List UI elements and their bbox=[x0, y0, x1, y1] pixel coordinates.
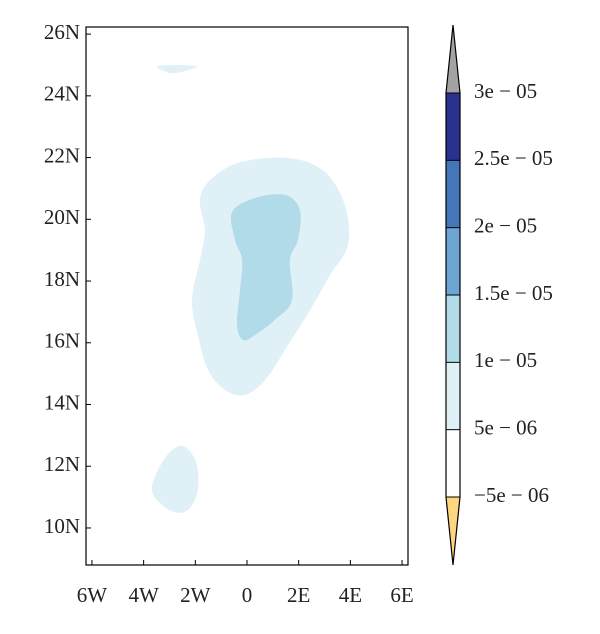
colorbar-tick-label: 5e − 06 bbox=[474, 415, 537, 439]
colorbar-band bbox=[446, 227, 460, 295]
colorbar-tick-label: 3e − 05 bbox=[474, 79, 537, 103]
colorbar-tick-label: −5e − 06 bbox=[474, 483, 549, 507]
x-tick-label: 6W bbox=[77, 583, 108, 607]
y-tick-label: 20N bbox=[44, 205, 80, 229]
colorbar-extend-high bbox=[446, 25, 460, 93]
colorbar-tick-label: 1.5e − 05 bbox=[474, 281, 553, 305]
colorbar-tick-label: 2.5e − 05 bbox=[474, 146, 553, 170]
colorbar-band bbox=[446, 160, 460, 228]
y-tick-label: 22N bbox=[44, 143, 80, 167]
colorbar-extend-low bbox=[446, 497, 460, 565]
colorbar-band bbox=[446, 429, 460, 497]
y-tick-label: 16N bbox=[44, 329, 80, 353]
x-tick-label: 4E bbox=[339, 583, 362, 607]
x-tick-label: 4W bbox=[128, 583, 159, 607]
x-tick-label: 2E bbox=[287, 583, 310, 607]
colorbar-band bbox=[446, 362, 460, 430]
x-tick-label: 0 bbox=[242, 583, 253, 607]
y-tick-label: 12N bbox=[44, 452, 80, 476]
x-tick-label: 6E bbox=[390, 583, 413, 607]
y-tick-label: 14N bbox=[44, 390, 80, 414]
colorbar-band bbox=[446, 93, 460, 161]
contour bbox=[151, 445, 199, 513]
contour bbox=[156, 65, 198, 74]
y-tick-label: 18N bbox=[44, 267, 80, 291]
x-tick-label: 2W bbox=[180, 583, 211, 607]
y-tick-label: 26N bbox=[44, 20, 80, 44]
y-tick-label: 10N bbox=[44, 514, 80, 538]
colorbar-tick-label: 1e − 05 bbox=[474, 348, 537, 372]
contour bbox=[230, 194, 301, 341]
y-tick-label: 24N bbox=[44, 82, 80, 106]
colorbar-band bbox=[446, 295, 460, 363]
colorbar-tick-label: 2e − 05 bbox=[474, 213, 537, 237]
